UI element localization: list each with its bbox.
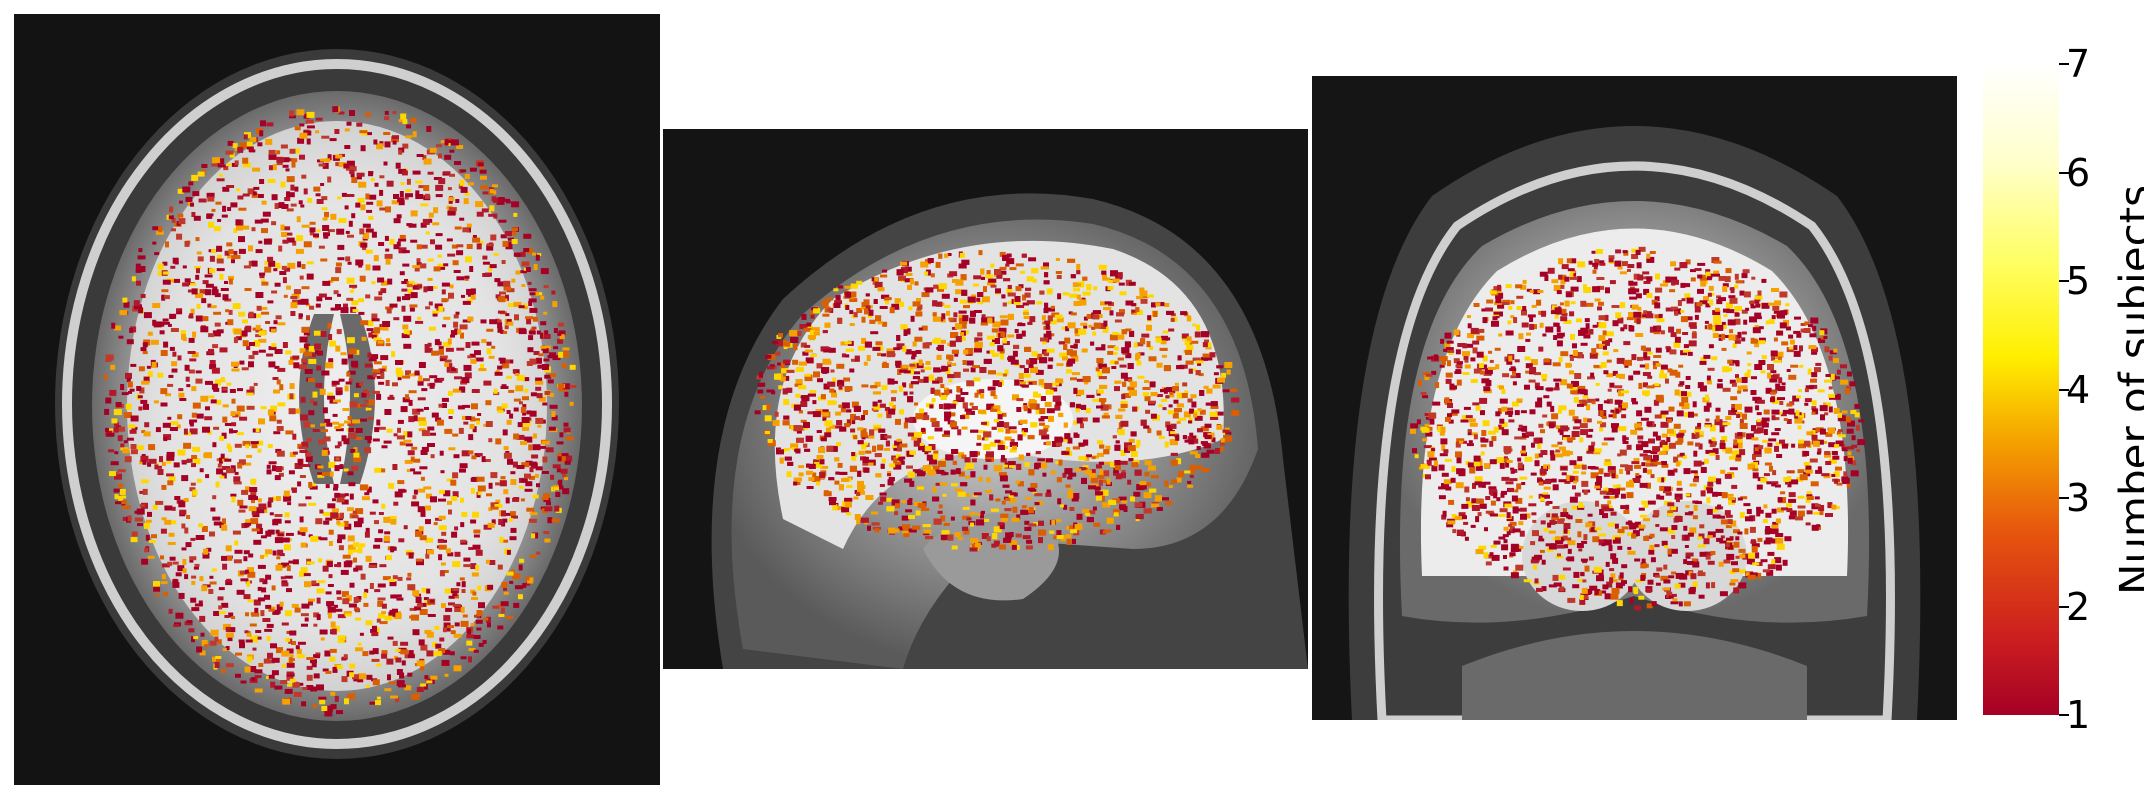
colorbar-tick-label: 6 [2066,150,2091,195]
colorbar-tick-label: 3 [2066,476,2091,520]
sagittal-brain-view [663,129,1308,669]
sagittal-brain-image [663,129,1308,669]
overlay-voxels [1410,246,1866,611]
colorbar-tick [2059,497,2069,499]
axial-brain-image [14,14,660,785]
colorbar-label: Number of subjects [2110,184,2144,596]
colorbar-tick [2059,388,2069,391]
colorbar-tick-label: 5 [2066,259,2091,303]
colorbar-tick-label: 1 [2066,693,2091,737]
colorbar [1983,64,2059,715]
colorbar-tick-label: 7 [2066,42,2091,86]
colorbar-tick [2059,171,2069,174]
coronal-brain-view [1312,76,1957,720]
axial-brain-view [14,14,660,785]
overlay-voxels [754,250,1240,552]
overlay-voxels [103,106,577,717]
coronal-brain-image [1312,76,1957,720]
colorbar-tick [2059,63,2069,65]
colorbar-tick [2059,714,2069,716]
colorbar-tick-label: 4 [2066,367,2091,412]
colorbar-tick [2059,280,2069,282]
colorbar-tick-label: 2 [2066,584,2091,629]
colorbar-tick [2059,605,2069,608]
